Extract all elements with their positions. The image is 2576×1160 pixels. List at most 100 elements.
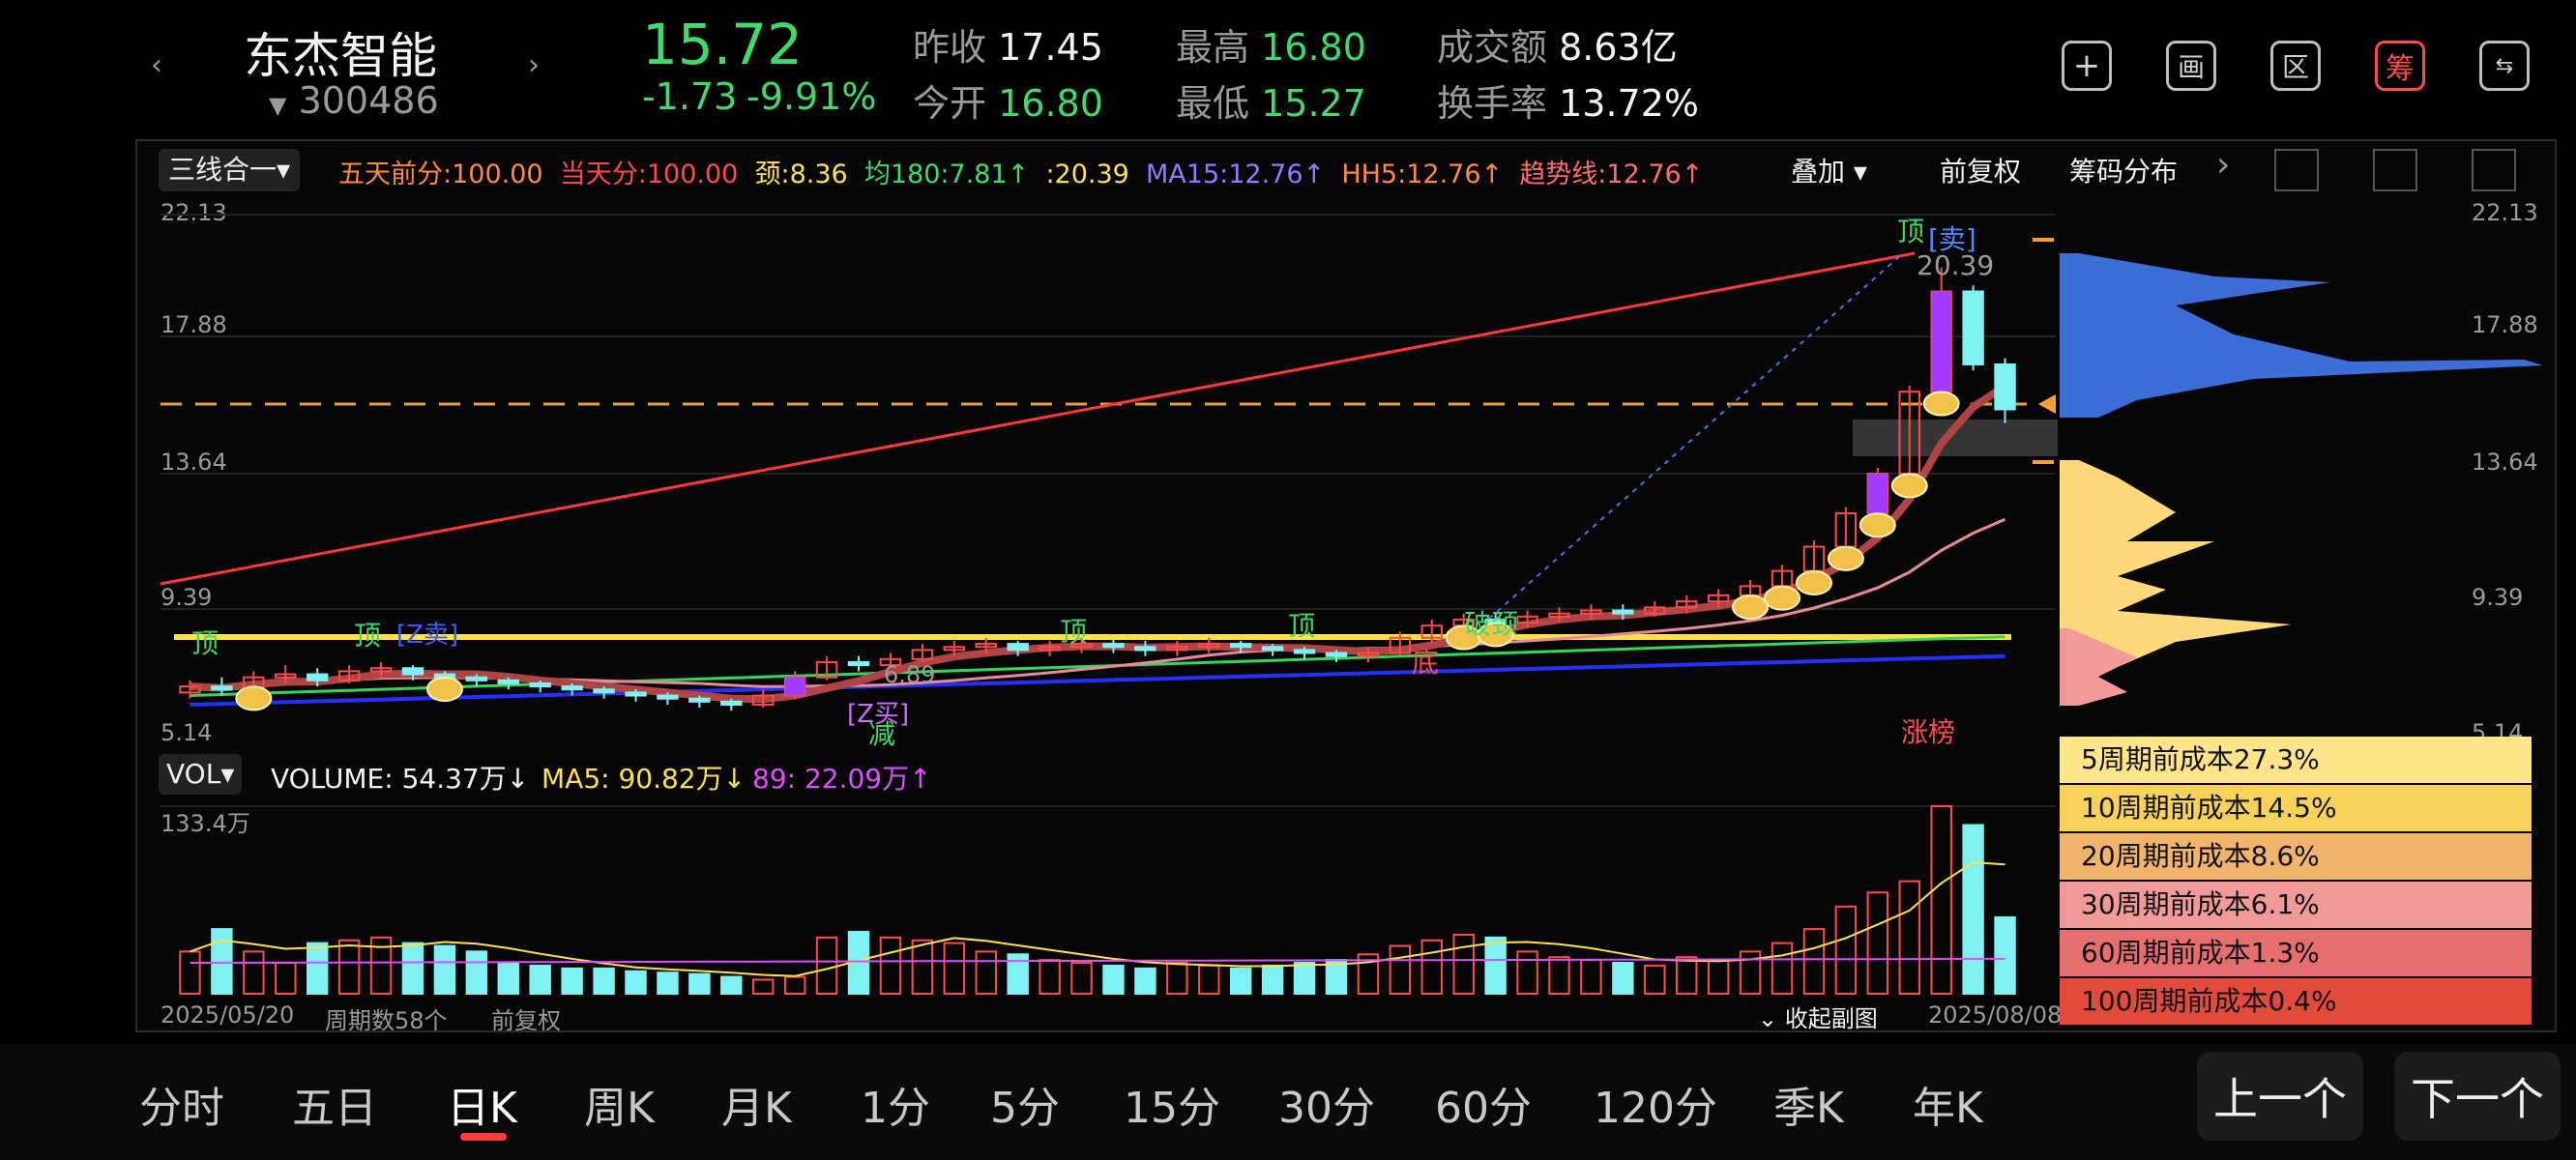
candle-body bbox=[720, 700, 743, 706]
candle-body bbox=[657, 694, 679, 700]
stock-code: 300486 bbox=[298, 79, 439, 122]
volume-bar bbox=[625, 970, 647, 995]
volume-bar bbox=[1644, 964, 1666, 996]
candle-body bbox=[337, 670, 361, 682]
prev-stock-button[interactable]: 上一个 bbox=[2197, 1052, 2363, 1141]
volume-bar bbox=[433, 944, 456, 996]
volume-bar bbox=[1676, 956, 1698, 995]
candle-body bbox=[1198, 643, 1220, 649]
candle-body bbox=[1548, 612, 1570, 618]
volume-bar bbox=[879, 936, 902, 996]
gold-coin-icon bbox=[1922, 391, 1960, 417]
tab-month-k[interactable]: 月K bbox=[721, 1084, 792, 1133]
collapse-subchart-button[interactable]: ⌄ 收起副图 bbox=[1758, 1005, 1878, 1032]
volume-bar bbox=[1293, 962, 1316, 995]
volume-bar bbox=[943, 942, 966, 996]
candle-body bbox=[943, 646, 966, 652]
volume-selector[interactable]: VOL▾ bbox=[159, 754, 243, 795]
plus-icon[interactable]: + bbox=[2062, 41, 2112, 91]
candle-body bbox=[688, 697, 711, 703]
volume-bar bbox=[593, 967, 615, 995]
gold-coin-icon bbox=[235, 685, 273, 711]
candle-body bbox=[911, 649, 934, 660]
tab-five-day[interactable]: 五日 bbox=[292, 1084, 377, 1133]
volume-bar bbox=[783, 975, 806, 995]
chip-view-orange-icon[interactable] bbox=[2373, 149, 2417, 191]
stock-name: 东杰智能 bbox=[244, 28, 437, 84]
volume-bar bbox=[657, 972, 679, 996]
chevron-down-icon: ▾ bbox=[1853, 156, 1867, 188]
stat-high: 最高 16.80 bbox=[1176, 26, 1366, 69]
candle-body bbox=[561, 685, 583, 691]
tab-60min[interactable]: 60分 bbox=[1435, 1084, 1532, 1133]
indicator-value: 均180:7.81↑ bbox=[864, 160, 1030, 189]
candle-body bbox=[1070, 643, 1093, 649]
candle-body bbox=[1612, 609, 1634, 615]
volume-bar bbox=[1707, 959, 1730, 996]
candle-body bbox=[211, 685, 233, 691]
candle-body bbox=[1420, 624, 1443, 639]
price-axis-label: 9.39 bbox=[161, 584, 213, 611]
draw-icon[interactable]: 画 bbox=[2166, 41, 2216, 91]
cost-row: 5周期前成本27.3% bbox=[2060, 737, 2532, 783]
overlay-dropdown[interactable]: 叠加 ▾ bbox=[1791, 156, 1867, 188]
range-icon[interactable]: 区 bbox=[2270, 41, 2321, 91]
candle-body bbox=[369, 667, 393, 673]
volume-bar bbox=[1612, 962, 1634, 995]
chevron-right-icon[interactable]: › bbox=[2216, 145, 2231, 185]
candle-body bbox=[1994, 362, 2016, 411]
ma180-line bbox=[190, 635, 2005, 697]
chevron-down-icon: ⌄ bbox=[1758, 1005, 1778, 1032]
candle-body bbox=[401, 667, 424, 676]
period-count: 周期数58个 bbox=[325, 1007, 448, 1034]
volume-bar bbox=[1039, 959, 1061, 996]
candle-body bbox=[1962, 290, 1984, 365]
price-axis-label: 13.64 bbox=[161, 449, 227, 476]
volume-bar bbox=[1866, 891, 1889, 996]
tab-30min[interactable]: 30分 bbox=[1278, 1084, 1375, 1133]
tab-quarter-k[interactable]: 季K bbox=[1773, 1084, 1844, 1133]
tab-year-k[interactable]: 年K bbox=[1913, 1084, 1983, 1133]
sell-label: [卖] bbox=[1928, 223, 1976, 255]
cost-row: 100周期前成本0.4% bbox=[2060, 978, 2532, 1025]
tab-5min[interactable]: 5分 bbox=[990, 1084, 1060, 1133]
tab-1min[interactable]: 1分 bbox=[861, 1084, 930, 1133]
volume-bar bbox=[1229, 967, 1252, 995]
indicator-values: 五天前分:100.00 当天分:100.00 颈:8.36 均180:7.81↑… bbox=[338, 153, 1703, 190]
chip-icon[interactable]: 筹 bbox=[2375, 41, 2425, 91]
candles bbox=[179, 267, 2016, 711]
candle-body bbox=[529, 682, 551, 688]
volume-bar bbox=[1357, 953, 1380, 995]
next-stock-button[interactable]: 下一个 bbox=[2394, 1052, 2561, 1141]
candle-body bbox=[1325, 652, 1348, 657]
stock-code-row[interactable]: ▼ 300486 bbox=[269, 79, 439, 122]
candle-body bbox=[1357, 652, 1380, 657]
prev-stock-arrow-icon[interactable]: ‹ bbox=[151, 48, 162, 82]
cost-row: 10周期前成本14.5% bbox=[2060, 785, 2532, 831]
volume-bar bbox=[911, 939, 934, 995]
volume-ma-lines bbox=[190, 861, 2005, 977]
price-pointer-icon bbox=[2038, 394, 2056, 414]
top-label: 顶 bbox=[1060, 616, 1088, 648]
tab-120min[interactable]: 120分 bbox=[1594, 1084, 1717, 1133]
switch-icon[interactable]: ⇆ bbox=[2479, 41, 2530, 91]
volume-bar bbox=[1834, 905, 1858, 995]
volume-axis-max: 133.4万 bbox=[161, 810, 250, 837]
adjust-dropdown[interactable]: 前复权 bbox=[1940, 156, 2022, 188]
chip-distribution-title: 筹码分布 bbox=[2069, 156, 2179, 188]
next-stock-arrow-icon[interactable]: › bbox=[528, 48, 540, 82]
volume-bar bbox=[369, 936, 393, 996]
tab-day-k[interactable]: 日K bbox=[447, 1084, 517, 1133]
tab-timeshare[interactable]: 分时 bbox=[139, 1084, 224, 1133]
chip-view-bars-icon[interactable] bbox=[2274, 149, 2319, 191]
kline-chart[interactable] bbox=[0, 0, 2576, 1044]
candle-body bbox=[1644, 606, 1666, 615]
volume-bar bbox=[1739, 950, 1762, 996]
indicator-selector[interactable]: 三线合一▾ bbox=[159, 149, 301, 191]
tab-15min[interactable]: 15分 bbox=[1124, 1084, 1220, 1133]
chip-view-blue-icon[interactable] bbox=[2472, 149, 2516, 191]
volume-bar bbox=[1261, 964, 1284, 996]
tab-week-k[interactable]: 周K bbox=[584, 1084, 655, 1133]
volume-bar bbox=[1898, 880, 1920, 995]
volume-bar bbox=[752, 978, 775, 996]
